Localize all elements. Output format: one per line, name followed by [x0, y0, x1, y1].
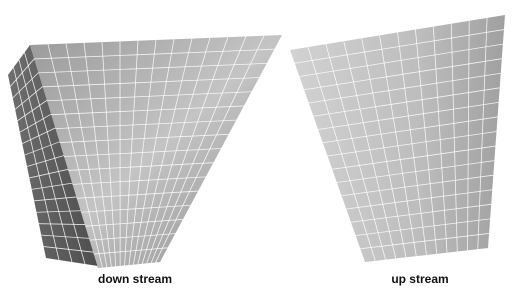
page: down stream up stream (() => { const dat… — [0, 0, 515, 289]
caption: up stream — [391, 272, 448, 286]
figure: down stream up stream — [0, 0, 515, 289]
up-stream-surface — [290, 15, 505, 262]
caption: down stream — [98, 272, 172, 286]
